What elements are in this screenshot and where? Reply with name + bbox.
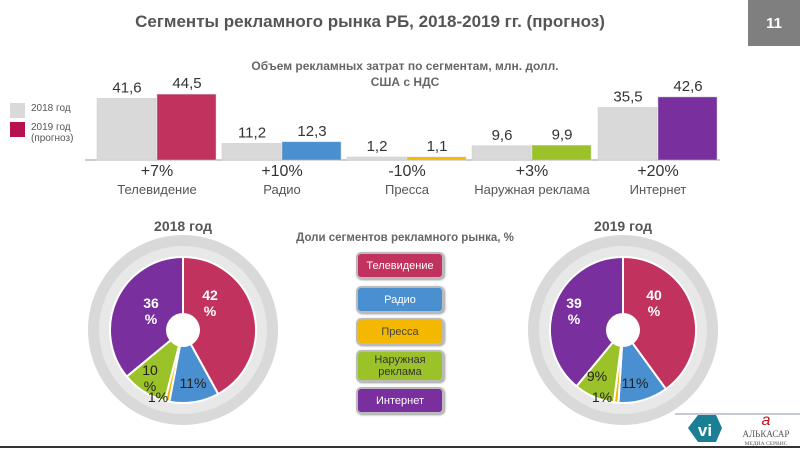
- legend-swatch-2018: [10, 103, 25, 118]
- bar-value-label: 44,5: [172, 75, 201, 92]
- category-label: Наружная реклама: [474, 182, 590, 197]
- bar-2018: [96, 98, 157, 161]
- vi-logo: [688, 415, 722, 442]
- bar-2018: [221, 143, 282, 161]
- bar-2018: [597, 107, 658, 161]
- vi-logo-text: vi: [698, 421, 712, 440]
- bar-2019: [281, 141, 342, 161]
- bar-2018: [471, 145, 532, 161]
- growth-label: +20%: [637, 163, 678, 180]
- legend-swatch-2019: [10, 122, 25, 137]
- category-label: Интернет: [630, 182, 687, 197]
- growth-label: +3%: [516, 163, 548, 180]
- pie-data-label: 39%: [566, 295, 582, 327]
- bar-value-label: 1,2: [367, 138, 388, 155]
- category-label: Телевидение: [117, 182, 196, 197]
- bar-value-label: 12,3: [297, 123, 326, 140]
- legend-2019: 2019 год (прогноз): [10, 122, 73, 144]
- legend-box-outdoor: Наружная реклама: [356, 350, 444, 382]
- pie-slice: [622, 255, 697, 391]
- bar-value-label: 9,9: [552, 126, 573, 143]
- legend-note: (прогноз): [31, 133, 74, 144]
- pie-data-label: 42%: [202, 287, 218, 319]
- slide-title: Сегменты рекламного рынка РБ, 2018-2019 …: [135, 12, 605, 31]
- bar-value-label: 35,5: [613, 88, 642, 105]
- legend-box-radio: Радио: [356, 286, 444, 313]
- bar-2018: [346, 156, 407, 161]
- bar-2019: [657, 96, 718, 161]
- pie-data-label: 11%: [622, 375, 649, 391]
- pie-title-2018: 2018 год: [154, 218, 212, 234]
- bar-value-label: 1,1: [427, 138, 448, 155]
- bar-2019: [406, 156, 467, 161]
- alkasar-logo-sub: МЕДИА СЕРВИС: [745, 441, 788, 447]
- bar-2019: [531, 145, 592, 161]
- bar-value-label: 9,6: [492, 127, 513, 144]
- pie-data-label: 1%: [148, 389, 168, 405]
- svg-text:a: a: [762, 412, 771, 429]
- bar-value-label: 11,2: [238, 124, 266, 141]
- category-label: Пресса: [385, 182, 430, 197]
- pie-data-label: 9%: [587, 368, 607, 384]
- legend-label: 2018 год: [31, 103, 71, 114]
- pie-data-label: 36%: [143, 295, 159, 327]
- bar-value-label: 41,6: [112, 79, 141, 96]
- legend-2018: 2018 год: [10, 103, 71, 118]
- shares-title: Доли сегментов рекламного рынка, %: [296, 232, 514, 244]
- alkasar-logo-text: АЛЬКАСАР: [743, 429, 790, 439]
- category-label: Радио: [263, 182, 301, 197]
- pie-slice: [549, 255, 624, 388]
- growth-label: -10%: [388, 163, 425, 180]
- page-number: 11: [748, 0, 800, 46]
- pie-data-label: 10%: [142, 362, 158, 394]
- bar-chart-title: Объем рекламных затрат по сегментам, млн…: [251, 59, 559, 89]
- legend-label: 2019 год: [31, 122, 71, 133]
- bar-value-label: 42,6: [673, 78, 702, 95]
- pie-hole: [606, 313, 640, 347]
- pie-slice: [109, 255, 184, 378]
- legend-box-internet: Интернет: [356, 387, 444, 414]
- pie-slice: [182, 255, 257, 396]
- pie-data-label: 40%: [646, 287, 662, 319]
- legend-box-press: Пресса: [356, 318, 444, 345]
- pie-data-label: 11%: [180, 375, 207, 391]
- pie-data-label: 1%: [592, 389, 612, 405]
- pie-hole: [166, 313, 200, 347]
- growth-label: +7%: [141, 163, 173, 180]
- bar-2019: [156, 93, 217, 161]
- growth-label: +10%: [261, 163, 302, 180]
- pie-title-2019: 2019 год: [594, 218, 652, 234]
- legend-box-tv: Телевидение: [356, 252, 444, 279]
